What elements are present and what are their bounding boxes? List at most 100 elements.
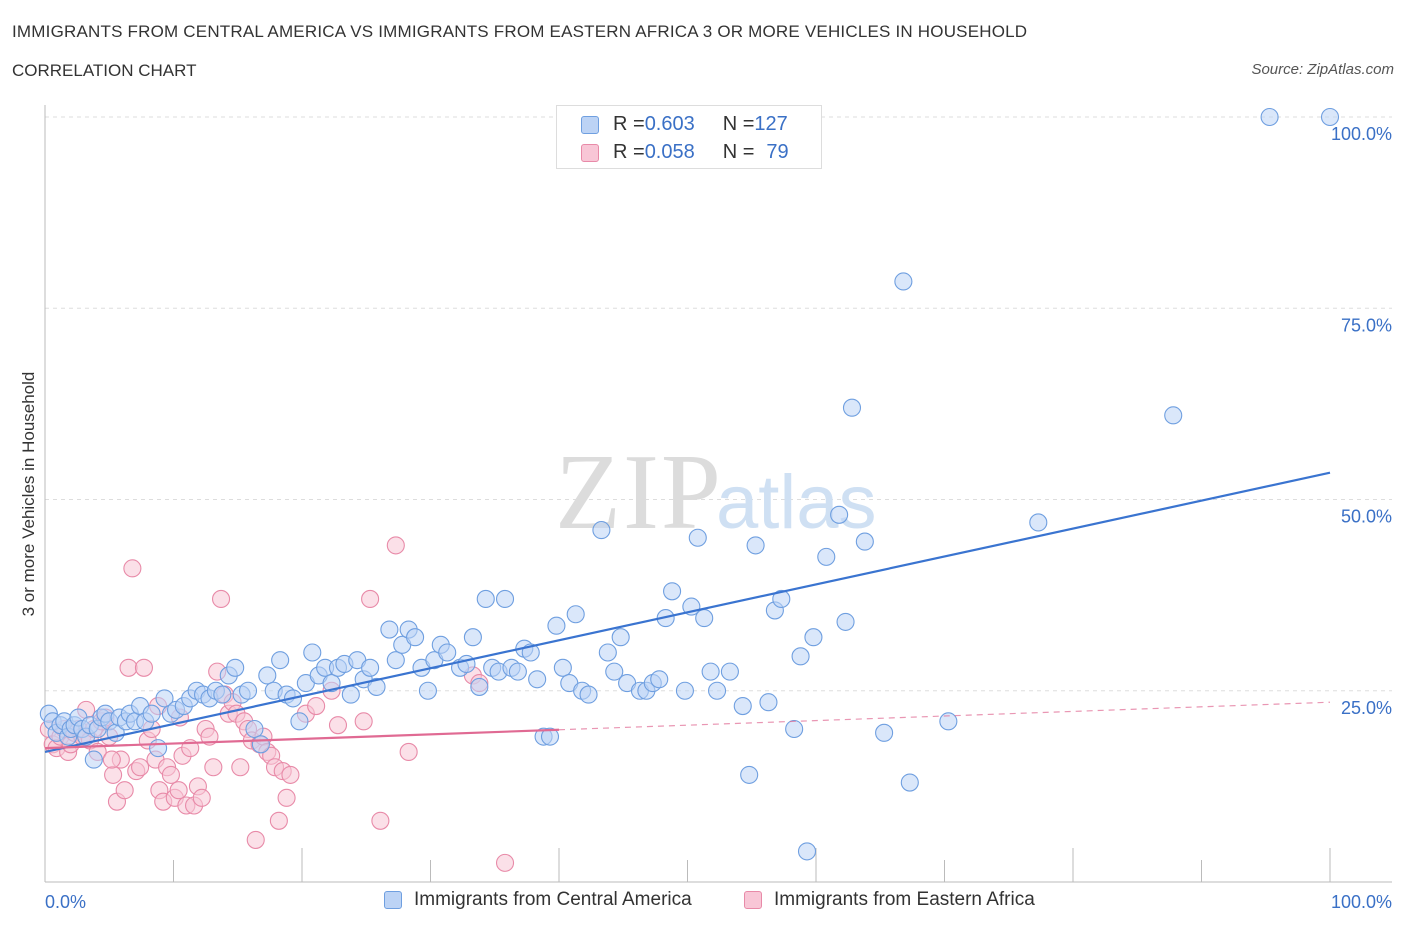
stats-row-central-america: R = 0.603 N = 127 [581, 113, 788, 136]
central-america-point [701, 662, 720, 681]
central-america-point [155, 689, 174, 708]
central-america-point [226, 658, 245, 677]
y-tick-label: 100.0% [1331, 124, 1392, 144]
central-america-point [675, 681, 694, 700]
axes [44, 105, 1392, 883]
central-america-point [720, 662, 739, 681]
y-tick-label: 75.0% [1341, 315, 1392, 335]
central-america-point [528, 670, 547, 689]
central-america-point [733, 696, 752, 716]
central-america-point [540, 727, 560, 746]
eastern-africa-point [281, 765, 300, 784]
central-america-point [592, 521, 611, 540]
chart-title: IMMIGRANTS FROM CENTRAL AMERICA VS IMMIG… [12, 22, 1028, 41]
central-america-point [855, 532, 874, 551]
eastern-africa-point [119, 658, 138, 677]
eastern-africa-point [204, 758, 223, 777]
trend-line-dashed [558, 701, 1331, 731]
stats-r-value: 0.603 [644, 113, 695, 135]
x-tick-label: 0.0% [45, 892, 86, 912]
central-america-point [708, 681, 727, 700]
stats-n-label: N = [722, 141, 755, 163]
y-tick-label: 25.0% [1341, 698, 1392, 718]
eastern-africa-point [354, 712, 373, 731]
legend-item-central-america[interactable]: Immigrants from Central America [384, 889, 692, 911]
central-america-point [842, 398, 862, 417]
central-america-point [785, 719, 804, 739]
eastern-africa-point [102, 750, 121, 769]
central-america-point [245, 719, 264, 739]
series-central-america-points [39, 107, 1340, 861]
trend-line-solid [44, 471, 1331, 754]
central-america-point [746, 536, 765, 555]
series-eastern-africa-points [39, 536, 515, 872]
eastern-africa-point [399, 742, 418, 762]
central-america-point [470, 677, 489, 696]
eastern-africa-point [307, 696, 326, 716]
central-america-point [566, 605, 585, 624]
x-tick-label: 100.0% [1331, 892, 1392, 912]
eastern-africa-point [328, 716, 348, 735]
central-america-point [341, 685, 360, 704]
stats-swatch-eastern-africa [581, 143, 599, 162]
stats-n-value: 127 [754, 113, 788, 135]
central-america-point [361, 658, 380, 677]
stats-r-value: 0.058 [644, 141, 695, 163]
source-credit: Source: ZipAtlas.com [1251, 61, 1394, 78]
central-america-point [1260, 107, 1279, 127]
central-america-point [611, 628, 630, 647]
central-america-point [1029, 513, 1048, 532]
central-america-point [688, 528, 707, 547]
central-america-point [406, 628, 425, 647]
tick-labels: 25.0% 50.0% 75.0% 100.0% 0.0% 100.0% [45, 124, 1392, 912]
central-america-point [817, 547, 836, 566]
eastern-africa-point [192, 788, 211, 807]
eastern-africa-point [211, 589, 231, 609]
central-america-point [759, 693, 778, 712]
central-america-point [740, 765, 759, 784]
legend-item-eastern-africa[interactable]: Immigrants from Eastern Africa [744, 889, 1035, 911]
central-america-point [579, 685, 598, 704]
central-america-point [553, 658, 572, 677]
eastern-africa-point [161, 765, 180, 784]
stats-r-label: R = [613, 141, 645, 163]
central-america-point [271, 651, 290, 670]
central-america-point [84, 750, 103, 769]
central-america-point [695, 609, 714, 628]
eastern-africa-point [200, 727, 219, 746]
eastern-africa-point [169, 781, 188, 800]
central-america-point [605, 662, 624, 681]
central-america-point [213, 685, 232, 704]
eastern-africa-point [115, 781, 134, 800]
trend-lines [44, 471, 1331, 754]
central-america-point [258, 666, 277, 685]
central-america-point [900, 773, 919, 792]
central-america-point [142, 704, 161, 723]
eastern-africa-point [123, 559, 142, 578]
stats-n-value: 79 [766, 141, 789, 163]
legend-label-eastern-africa: Immigrants from Eastern Africa [774, 889, 1035, 910]
central-america-point [875, 723, 894, 742]
central-america-point [418, 681, 437, 700]
eastern-africa-point [386, 536, 405, 555]
central-america-point [836, 612, 855, 631]
central-america-point [290, 712, 309, 731]
central-america-point [303, 643, 322, 662]
central-america-point [438, 643, 457, 662]
central-america-point [804, 628, 823, 647]
central-america-point [367, 677, 386, 696]
central-america-point [547, 616, 566, 635]
watermark-atlas: atlas [716, 460, 877, 545]
stats-legend-box: R = 0.603 N = 127 R = 0.058 N = 79 [556, 105, 822, 169]
eastern-africa-point [131, 758, 150, 777]
eastern-africa-point [277, 788, 296, 807]
central-america-point [508, 662, 527, 681]
central-america-point [1164, 406, 1183, 425]
central-america-point [598, 643, 617, 662]
eastern-africa-point [371, 811, 390, 830]
central-america-point [495, 589, 515, 609]
central-america-point [322, 674, 341, 693]
central-america-point [650, 670, 669, 689]
central-america-point [894, 272, 913, 291]
